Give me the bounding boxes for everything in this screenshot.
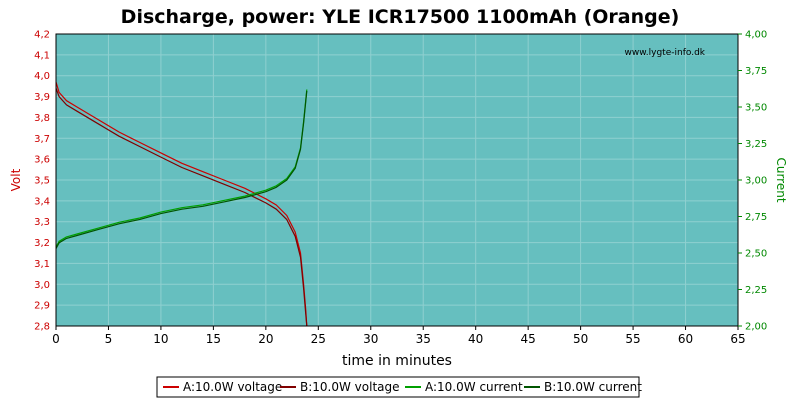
right-tick-label: 2,25: [745, 285, 767, 296]
right-tick-label: 3,75: [745, 66, 767, 77]
legend-box: [156, 376, 640, 398]
legend-label: A:10.0W current: [425, 380, 523, 394]
watermark: www.lygte-info.dk: [625, 48, 706, 58]
x-tick-label: 60: [678, 332, 693, 346]
x-tick-label: 20: [258, 332, 273, 346]
left-tick-label: 3,3: [34, 217, 50, 228]
legend-label: A:10.0W voltage: [183, 380, 282, 394]
left-tick-label: 3,7: [34, 134, 50, 145]
legend-label: B:10.0W current: [544, 380, 642, 394]
right-tick-label: 2,00: [745, 322, 767, 333]
x-tick-label: 50: [573, 332, 588, 346]
x-tick-label: 15: [206, 332, 221, 346]
chart-title: Discharge, power: YLE ICR17500 1100mAh (…: [121, 6, 680, 28]
x-tick-label: 5: [105, 332, 113, 346]
x-tick-label: 55: [625, 332, 640, 346]
left-tick-label: 3,6: [34, 155, 50, 166]
left-tick-label: 2,8: [34, 322, 50, 333]
series-layer: [55, 81, 308, 327]
right-tick-label: 3,00: [745, 176, 767, 187]
left-tick-label: 3,0: [34, 280, 50, 291]
series-line-1: [55, 81, 308, 327]
tick-layer: 0 5 10 15 20 25 30 35 40 45 50 55 60 65 2,8 2,9 3,0 3,1 3,…: [34, 30, 767, 347]
right-axis-label: Current: [774, 157, 788, 202]
right-tick-label: 3,25: [745, 139, 767, 150]
x-axis-label: time in minutes: [342, 353, 452, 369]
grid-lines: [56, 34, 738, 326]
x-tick-label: 30: [363, 332, 378, 346]
left-tick-label: 4,0: [34, 71, 50, 82]
left-tick-label: 3,1: [34, 259, 50, 270]
right-tick-label: 2,50: [745, 249, 767, 260]
x-tick-label: 40: [468, 332, 483, 346]
x-tick-label: 10: [153, 332, 168, 346]
left-tick-label: 3,8: [34, 113, 50, 124]
left-tick-label: 2,9: [34, 301, 50, 312]
x-tick-label: 35: [416, 332, 431, 346]
series-line-4: [55, 90, 308, 249]
right-tick-label: 4,00: [745, 30, 767, 41]
series-line-2: [55, 87, 308, 327]
x-tick-label: 45: [521, 332, 536, 346]
legend-label: B:10.0W voltage: [300, 380, 400, 394]
right-tick-label: 3,50: [745, 103, 767, 114]
x-tick-label: 0: [52, 332, 60, 346]
left-axis-label: Volt: [9, 168, 23, 191]
left-tick-label: 3,4: [34, 196, 50, 207]
left-tick-label: 3,9: [34, 92, 50, 103]
left-tick-label: 3,2: [34, 238, 50, 249]
left-tick-label: 4,2: [34, 30, 50, 41]
left-tick-label: 3,5: [34, 176, 50, 187]
x-tick-label: 65: [730, 332, 745, 346]
right-tick-label: 2,75: [745, 212, 767, 223]
legend: A:10.0W voltage B:10.0W voltage A:10.0W cu…: [156, 376, 642, 398]
left-tick-label: 4,1: [34, 50, 50, 61]
x-tick-label: 25: [311, 332, 326, 346]
